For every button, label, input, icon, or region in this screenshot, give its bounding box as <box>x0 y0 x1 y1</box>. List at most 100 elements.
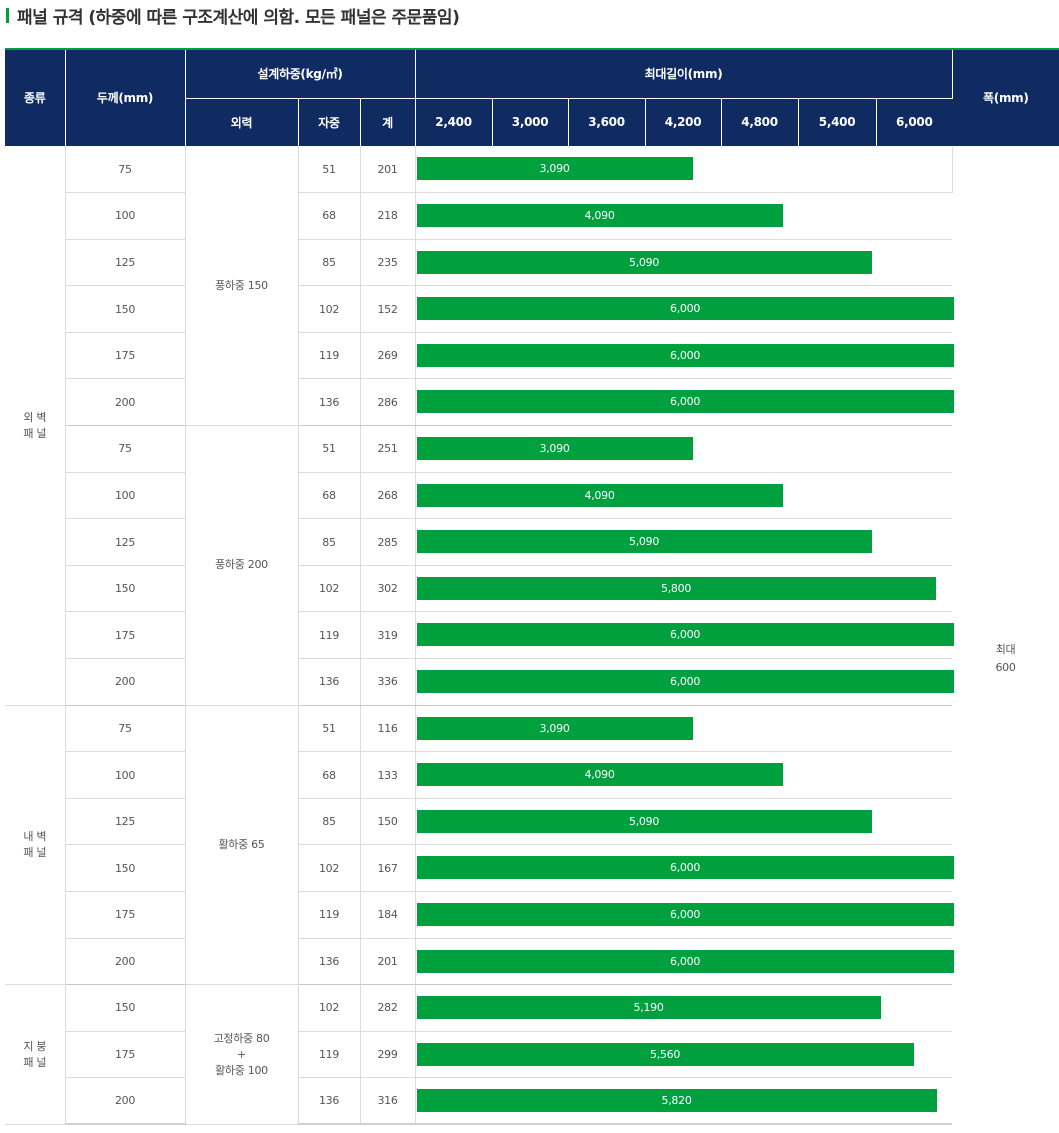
total-load-cell: 282 <box>360 984 416 1032</box>
max-length-bar: 5,090 <box>416 530 872 554</box>
max-length-bar: 3,090 <box>416 437 693 461</box>
thickness-cell: 200 <box>65 1077 186 1126</box>
table-row: 지 붕 패 널 150 고정하중 80 + 활하중 100 102 282 5,190 <box>5 984 1059 1125</box>
max-length-bar: 6,000 <box>416 670 954 694</box>
self-weight-cell: 68 <box>298 472 361 520</box>
table-row: 200 136 336 6,000 <box>5 658 1059 706</box>
total-load-cell: 269 <box>360 332 416 380</box>
header-type: 종류 <box>5 49 66 147</box>
table-row: 100 68 268 4,090 <box>5 472 1059 520</box>
table-body: 외 벽 패 널 75 풍하중 150 51 201 3,090 100 68 218 4,090 최… <box>5 146 1059 1126</box>
table-row: 125 85 285 5,090 <box>5 518 1059 566</box>
max-length-cell: 6,000 <box>415 378 954 427</box>
max-length-bar: 6,000 <box>416 903 954 926</box>
external-load: 풍하중 200 <box>185 425 299 706</box>
length-tick: 4,800 <box>721 98 799 146</box>
thickness-cell: 75 <box>65 705 186 753</box>
table-row: 175 119 299 5,560 <box>5 1031 1059 1079</box>
max-length-bar: 5,800 <box>416 576 936 600</box>
total-load-cell: 285 <box>360 518 416 566</box>
total-load-cell: 319 <box>360 611 416 660</box>
section-title: 패널 규격 (하중에 따른 구조계산에 의함. 모든 패널은 주문품임) <box>6 4 460 28</box>
max-length-cell: 6,000 <box>415 938 954 986</box>
max-length-bar: 3,090 <box>416 716 693 740</box>
self-weight-cell: 51 <box>298 705 361 753</box>
thickness-cell: 150 <box>65 984 186 1032</box>
table-row: 175 119 184 6,000 <box>5 891 1059 939</box>
thickness-cell: 175 <box>65 1031 186 1079</box>
thickness-cell: 175 <box>65 332 186 380</box>
total-load-cell: 299 <box>360 1031 416 1079</box>
self-weight-cell: 136 <box>298 1077 361 1126</box>
table-row: 내 벽 패 널 75 활하중 65 51 116 3,090 <box>5 705 1059 986</box>
header-total: 계 <box>360 98 416 146</box>
external-load: 풍하중 150 <box>185 146 299 427</box>
thickness-cell: 200 <box>65 938 186 986</box>
total-load-cell: 316 <box>360 1077 416 1126</box>
self-weight-cell: 119 <box>298 1031 361 1079</box>
table-row: 75 풍하중 200 51 251 3,090 <box>5 425 1059 706</box>
total-load-cell: 167 <box>360 844 416 892</box>
self-weight-cell: 68 <box>298 192 361 240</box>
width-empty-cell <box>952 146 1059 193</box>
max-length-cell: 5,090 <box>415 798 953 846</box>
table-row: 150 102 152 6,000 <box>5 285 1059 333</box>
thickness-cell: 125 <box>65 798 186 846</box>
thickness-cell: 175 <box>65 891 186 939</box>
length-tick: 5,400 <box>798 98 877 146</box>
external-load: 고정하중 80 + 활하중 100 <box>185 984 299 1125</box>
panel-kind: 외 벽 패 널 <box>5 146 66 706</box>
self-weight-cell: 119 <box>298 891 361 939</box>
panel-spec-table: 종류 두께(mm) 설계하중(kg/㎡) 최대길이(mm) 폭(mm) 외력 자… <box>5 48 1059 1126</box>
self-weight-cell: 102 <box>298 844 361 892</box>
max-length-bar: 3,090 <box>416 157 693 180</box>
length-tick: 3,600 <box>568 98 646 146</box>
panel-kind: 지 붕 패 널 <box>5 984 66 1125</box>
total-load-cell: 201 <box>360 146 416 194</box>
thickness-cell: 200 <box>65 378 186 427</box>
max-length-cell: 4,090 <box>415 751 953 799</box>
page-title: 패널 규격 (하중에 따른 구조계산에 의함. 모든 패널은 주문품임) <box>17 7 460 28</box>
max-length-bar: 5,090 <box>416 250 872 274</box>
max-length-bar: 4,090 <box>416 763 783 787</box>
total-load-cell: 268 <box>360 472 416 520</box>
max-length-cell: 6,000 <box>415 611 954 660</box>
total-load-cell: 116 <box>360 705 416 753</box>
thickness-cell: 125 <box>65 518 186 566</box>
thickness-cell: 100 <box>65 751 186 799</box>
table-row: 100 68 218 4,090 최대 600 <box>5 192 1059 674</box>
self-weight-cell: 68 <box>298 751 361 799</box>
self-weight-cell: 51 <box>298 146 361 194</box>
max-length-cell: 6,000 <box>415 332 954 380</box>
self-weight-cell: 51 <box>298 425 361 473</box>
thickness-cell: 75 <box>65 146 186 194</box>
thickness-cell: 200 <box>65 658 186 706</box>
max-length-bar: 4,090 <box>416 483 783 507</box>
header-design-load: 설계하중(kg/㎡) <box>185 49 416 99</box>
max-length-cell: 5,800 <box>415 565 953 613</box>
table-row: 외 벽 패 널 75 풍하중 150 51 201 3,090 <box>5 146 1059 706</box>
self-weight-cell: 85 <box>298 239 361 287</box>
max-length-bar: 6,000 <box>416 297 954 321</box>
self-weight-cell: 85 <box>298 798 361 846</box>
max-length-cell: 4,090 <box>415 472 953 520</box>
max-length-bar: 6,000 <box>416 343 954 367</box>
self-weight-cell: 119 <box>298 611 361 660</box>
total-load-cell: 150 <box>360 798 416 846</box>
self-weight-cell: 136 <box>298 378 361 427</box>
panel-kind: 내 벽 패 널 <box>5 705 66 986</box>
max-length-bar: 6,000 <box>416 623 954 647</box>
external-load: 활하중 65 <box>185 705 299 986</box>
max-length-bar: 5,090 <box>416 809 872 833</box>
total-load-cell: 235 <box>360 239 416 287</box>
max-length-cell: 5,090 <box>415 239 953 287</box>
max-length-cell: 5,190 <box>415 984 953 1032</box>
total-load-cell: 302 <box>360 565 416 613</box>
thickness-cell: 150 <box>65 844 186 892</box>
max-length-bar: 6,000 <box>416 856 954 880</box>
table-header: 종류 두께(mm) 설계하중(kg/㎡) 최대길이(mm) 폭(mm) 외력 자… <box>5 49 1059 147</box>
thickness-cell: 150 <box>65 285 186 333</box>
table-row: 150 102 302 5,800 <box>5 565 1059 613</box>
header-width: 폭(mm) <box>952 49 1059 147</box>
max-length-cell: 5,820 <box>415 1077 953 1126</box>
